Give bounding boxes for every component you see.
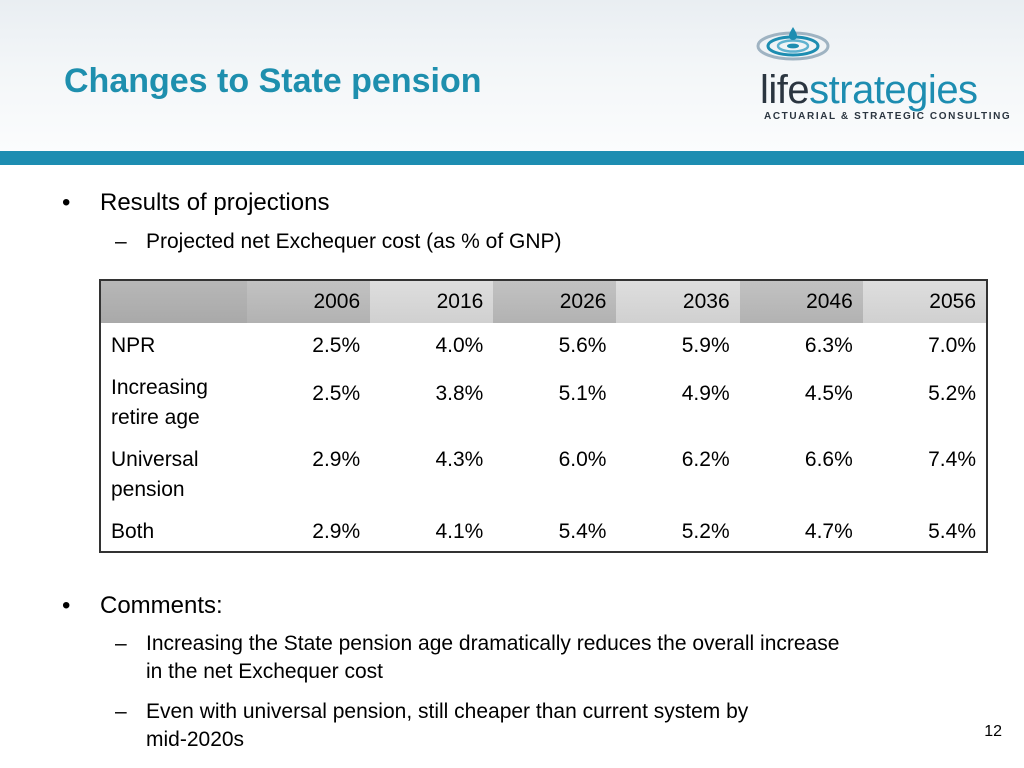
comment-line: mid-2020s xyxy=(146,728,245,751)
dash-mark: – xyxy=(115,230,127,253)
bullet-results-text: Results of projections xyxy=(100,189,330,216)
table-cell: 5.6% xyxy=(558,334,607,357)
table-cell: 5.2% xyxy=(681,520,730,543)
dash-mark: – xyxy=(115,632,127,655)
table-cell: 6.6% xyxy=(804,448,853,471)
page-number: 12 xyxy=(984,723,1002,740)
table-cell: 2.9% xyxy=(312,448,361,471)
table-cell: 3.8% xyxy=(435,382,484,405)
table-header-row: 2006 2016 2026 2036 2046 2056 xyxy=(101,281,986,323)
logo-word-life: life xyxy=(760,68,810,112)
row-label: Increasing retire age xyxy=(101,373,247,445)
comment-line: Even with universal pension, still cheap… xyxy=(146,700,749,723)
year-header: 2026 xyxy=(493,281,617,323)
logo-tagline: ACTUARIAL & STRATEGIC CONSULTING xyxy=(764,111,1012,122)
table-corner-cell xyxy=(101,281,247,323)
header-divider-bar xyxy=(0,151,1024,165)
comment-line: in the net Exchequer cost xyxy=(146,660,383,683)
table-cell: 5.4% xyxy=(558,520,607,543)
bullet-comments-text: Comments: xyxy=(100,592,223,619)
row-label-line: retire age xyxy=(111,406,200,429)
slide-header: Changes to State pension lifestrategies … xyxy=(0,0,1024,151)
table-cell: 5.1% xyxy=(558,382,607,405)
bullet-mark: • xyxy=(62,592,71,619)
row-label: Universal pension xyxy=(101,445,247,517)
year-header: 2056 xyxy=(862,281,986,323)
row-label: NPR xyxy=(111,334,156,357)
table-cell: 4.9% xyxy=(681,382,730,405)
projection-table: 2006 2016 2026 2036 2046 2056 NPR 2.5% 4… xyxy=(99,279,988,553)
table-cell: 7.0% xyxy=(928,334,976,357)
table-cell: 4.3% xyxy=(435,448,484,471)
table-cell: 4.7% xyxy=(804,520,853,543)
table-cell: 4.0% xyxy=(435,334,484,357)
year-header: 2016 xyxy=(370,281,494,323)
table-cell: 5.2% xyxy=(928,382,976,405)
row-label-line: Increasing xyxy=(111,376,208,399)
table-row: NPR 2.5% 4.0% 5.6% 5.9% 6.3% 7.0% xyxy=(101,323,986,373)
table-cell: 6.3% xyxy=(804,334,853,357)
row-label: Both xyxy=(111,520,155,543)
sub-bullet-comment-1-text: Increasing the State pension age dramati… xyxy=(146,630,839,686)
table-cell: 5.9% xyxy=(681,334,730,357)
comment-line: Increasing the State pension age dramati… xyxy=(146,632,840,655)
table-cell: 2.5% xyxy=(312,334,361,357)
lifestrategies-logo: lifestrategies ACTUARIAL & STRATEGIC CON… xyxy=(756,24,1010,129)
table-cell: 7.4% xyxy=(928,448,976,471)
logo-word-strategies: strategies xyxy=(809,68,978,112)
year-header: 2036 xyxy=(616,281,740,323)
table-cell: 2.9% xyxy=(312,520,361,543)
dash-mark: – xyxy=(115,700,127,723)
table-cell: 5.4% xyxy=(928,520,976,543)
year-header: 2046 xyxy=(739,281,863,323)
row-label-line: Universal xyxy=(111,448,199,471)
table-cell: 4.1% xyxy=(435,520,484,543)
row-label-line: pension xyxy=(111,478,185,501)
table-cell: 2.5% xyxy=(312,382,361,405)
sub-bullet-projected-cost-text: Projected net Exchequer cost (as % of GN… xyxy=(146,230,562,253)
table-cell: 4.5% xyxy=(804,382,853,405)
table-cell: 6.2% xyxy=(681,448,730,471)
table-row: Universal pension 2.9% 4.3% 6.0% 6.2% 6.6… xyxy=(101,445,986,517)
year-header: 2006 xyxy=(247,281,371,323)
table-row: Increasing retire age 2.5% 3.8% 5.1% 4.9%… xyxy=(101,373,986,445)
table-row: Both 2.9% 4.1% 5.4% 5.2% 4.7% 5.4% xyxy=(101,517,986,551)
table-cell: 6.0% xyxy=(558,448,607,471)
sub-bullet-comment-2-text: Even with universal pension, still cheap… xyxy=(146,698,748,754)
water-ripple-icon xyxy=(756,27,830,61)
logo-wordmark: lifestrategies xyxy=(760,66,978,114)
slide-title: Changes to State pension xyxy=(64,62,482,100)
bullet-mark: • xyxy=(62,189,71,216)
